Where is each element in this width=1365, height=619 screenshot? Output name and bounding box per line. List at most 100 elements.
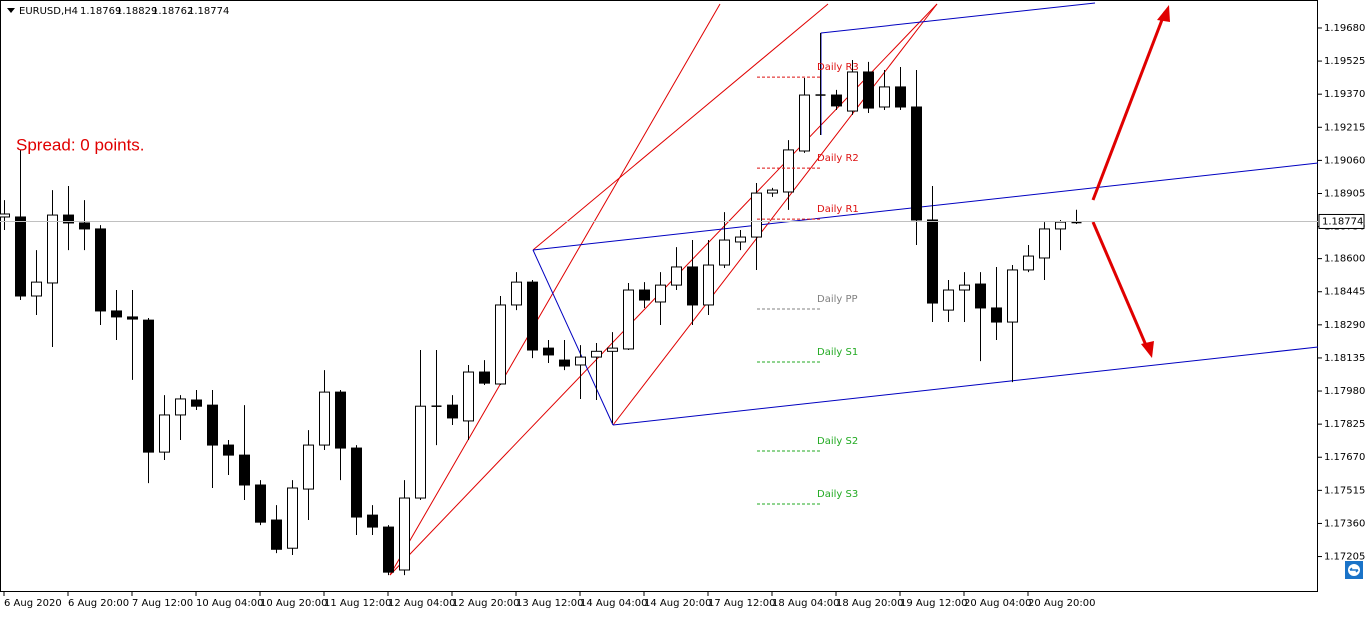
menu-icon [7,8,15,13]
ohlc-low: 1.18762 [152,6,193,17]
x-tick-label: 18 Aug 20:00 [836,598,903,609]
candle-body [127,316,138,320]
y-tick-label: 1.17515 [1324,485,1365,496]
y-tick-label: 1.18905 [1324,188,1365,199]
candles [0,32,1082,576]
candle-body [703,264,714,306]
candle-body [447,404,458,419]
candle-body [751,192,762,238]
ohlc-open: 1.18769 [80,6,121,17]
candle-body [591,350,602,358]
candle-body [655,284,666,303]
y-tick-label: 1.17980 [1324,386,1365,397]
channel-line [389,3,721,576]
candle-body [879,86,890,108]
x-tick-label: 12 Aug 20:00 [452,598,519,609]
candle-body [175,398,186,416]
y-tick-label: 1.19215 [1324,122,1365,133]
candle-body [399,497,410,571]
x-tick-label: 17 Aug 12:00 [708,598,775,609]
symbol: EURUSD,H4 [19,6,78,17]
candle-body [15,216,26,297]
candle-body [223,444,234,456]
candle-body [271,519,282,550]
candle-body [735,236,746,243]
candle-body [0,213,10,218]
corner-button[interactable] [1345,561,1363,579]
y-tick-label: 1.18290 [1324,320,1365,331]
y-tick-label: 1.17205 [1324,552,1365,563]
ohlc-high: 1.18829 [116,6,157,17]
candle-body [527,281,538,351]
x-tick-label: 12 Aug 04:00 [388,598,455,609]
channel-line [532,162,1319,251]
y-tick-label: 1.18445 [1324,287,1365,298]
pivot-label: Daily PP [817,294,858,305]
candle-body [559,359,570,367]
channel-line [532,249,614,426]
candle-body [831,94,842,107]
candle-body [607,347,618,352]
candle-body [1023,255,1034,271]
y-tick-label: 1.19370 [1324,89,1365,100]
x-tick-label: 14 Aug 20:00 [644,598,711,609]
candle-body [463,371,474,422]
candle-body [351,447,362,518]
price-label: 1.18774 [1322,216,1363,227]
candle-body [63,214,74,224]
candle-body [207,404,218,446]
candle-body [719,239,730,266]
candle-body [159,414,170,453]
candle-body [895,86,906,108]
channel-line [612,346,1319,426]
candle-body [415,405,426,499]
candle-body [287,487,298,549]
x-tick-label: 20 Aug 20:00 [1028,598,1095,609]
x-tick-label: 20 Aug 04:00 [964,598,1031,609]
pivot-label: Daily S1 [817,347,858,358]
x-tick-label: 6 Aug 2020 [4,598,62,609]
arrow-head [1157,5,1170,22]
pivot-label: Daily R1 [817,204,859,215]
candle-body [303,444,314,490]
x-tick-label: 18 Aug 04:00 [772,598,839,609]
candle-body [783,149,794,193]
candle-body [543,347,554,356]
candle-body [575,356,586,366]
x-tick-label: 11 Aug 12:00 [324,598,391,609]
x-tick-label: 19 Aug 12:00 [900,598,967,609]
price-label-box [1318,213,1365,229]
x-tick-label: 6 Aug 20:00 [68,598,129,609]
candle-body [31,281,42,297]
candle-body [511,281,522,306]
y-tick-label: 1.18600 [1324,254,1365,265]
pivot-label: Daily R3 [817,62,859,73]
candle-body [863,71,874,109]
x-tick-label: 13 Aug 12:00 [516,598,583,609]
candle-body [191,399,202,407]
button-icon [1349,567,1359,573]
y-tick-label: 1.17360 [1324,518,1365,529]
candle-body [383,526,394,573]
y-tick-label: 1.18135 [1324,353,1365,364]
candle-body [111,310,122,318]
candle-body [95,228,106,312]
candle-body [959,284,970,291]
y-tick-label: 1.19680 [1324,23,1365,34]
x-tick-label: 14 Aug 04:00 [580,598,647,609]
arrow [1091,221,1150,351]
candle-body [367,514,378,528]
candle-body [479,371,490,384]
candle-body [47,214,58,284]
ohlc-close: 1.18774 [188,6,229,17]
candle-body [975,283,986,309]
y-tick-label: 1.17825 [1324,419,1365,430]
x-tick-label: 10 Aug 20:00 [260,598,327,609]
candle-body [623,289,634,350]
pivot-label: Daily R2 [817,153,859,164]
candle-body [943,289,954,311]
channel-line [612,3,938,426]
candle-body [799,94,810,152]
x-tick-label: 7 Aug 12:00 [132,598,193,609]
